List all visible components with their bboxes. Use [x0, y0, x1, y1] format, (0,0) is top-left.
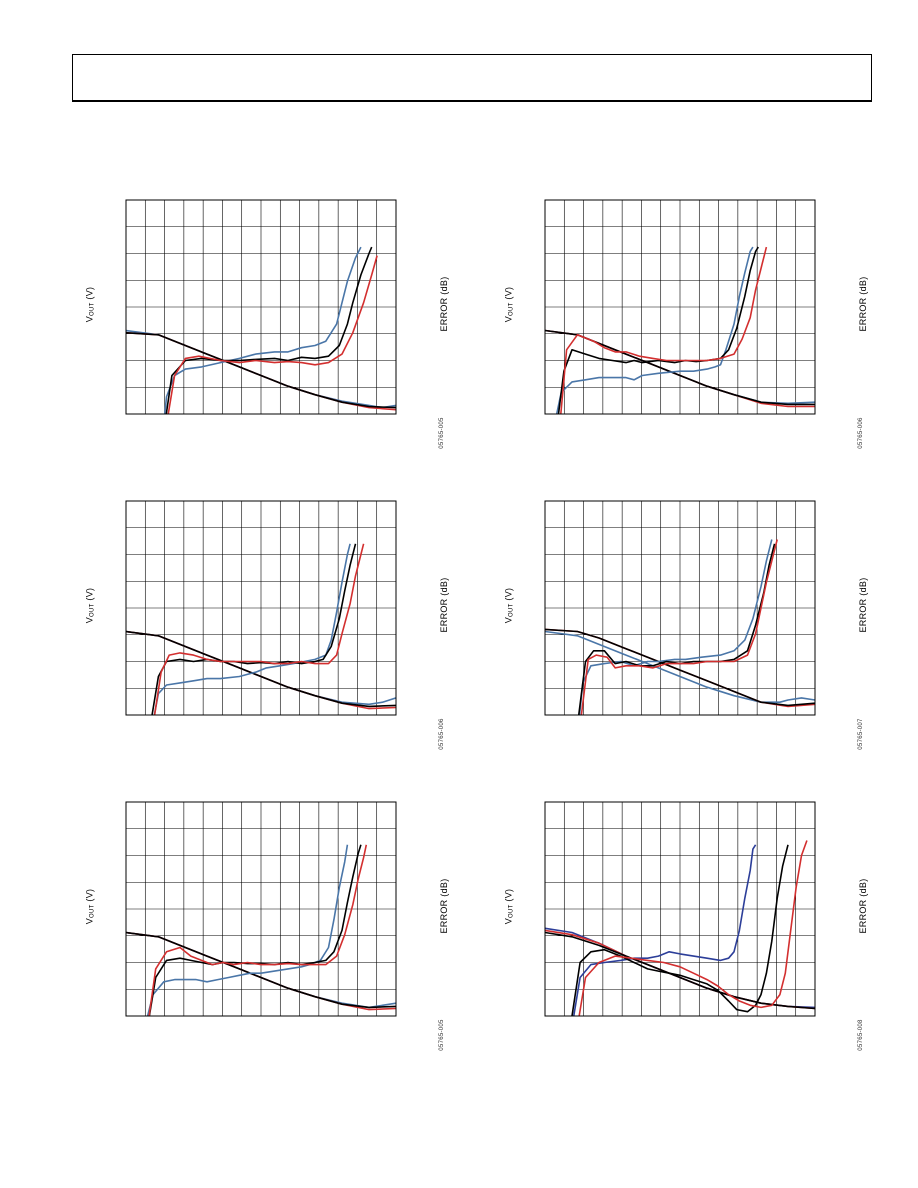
- series-line-4: [163, 246, 362, 414]
- series-line-3: [126, 931, 396, 1009]
- plot-area: [544, 801, 816, 1017]
- series-line-3: [545, 931, 815, 1010]
- plot-frame: [125, 500, 397, 716]
- chart-5: VOUT (V) ERROR (dB) 05765-005: [82, 798, 452, 1068]
- plot-area: [125, 500, 397, 716]
- series-line-6: [148, 844, 368, 1016]
- series-line-5: [577, 543, 776, 715]
- series-line-6: [559, 246, 768, 414]
- series-line-6: [167, 255, 378, 414]
- plot-area: [544, 500, 816, 716]
- series-line-4: [153, 543, 351, 715]
- series-line-5: [557, 246, 759, 414]
- plot-area: [544, 199, 816, 415]
- plot-area: [125, 199, 397, 415]
- series-line-1: [545, 630, 815, 703]
- chart-1: VOUT (V) ERROR (dB) 05765-005: [82, 196, 452, 466]
- plot-frame: [544, 801, 816, 1017]
- series-line-5: [151, 543, 357, 715]
- plot-frame: [125, 801, 397, 1017]
- series-line-4: [555, 246, 754, 414]
- series-line-5: [148, 844, 362, 1016]
- series-line-6: [580, 539, 778, 715]
- series-line-5: [571, 844, 789, 1016]
- plot-frame: [125, 199, 397, 415]
- chart-3: VOUT (V) ERROR (dB) 05765-006: [82, 497, 452, 767]
- series-line-6: [153, 543, 365, 715]
- page-header-box: [72, 54, 872, 102]
- plot-frame: [544, 500, 816, 716]
- series-line-3: [126, 630, 396, 708]
- chart-6: VOUT (V) ERROR (dB) 05765-008: [501, 798, 871, 1068]
- plot-frame: [544, 199, 816, 415]
- series-line-3: [126, 331, 396, 409]
- plot-area: [125, 801, 397, 1017]
- series-line-5: [165, 246, 373, 414]
- series-line-4: [572, 844, 757, 1016]
- series-line-6: [578, 840, 808, 1016]
- series-line-3: [545, 628, 815, 707]
- series-line-4: [578, 539, 773, 715]
- chart-4: VOUT (V) ERROR (dB) 05765-007: [501, 497, 871, 767]
- series-line-4: [146, 844, 349, 1016]
- chart-2: VOUT (V) ERROR (dB) 05765-006: [501, 196, 871, 466]
